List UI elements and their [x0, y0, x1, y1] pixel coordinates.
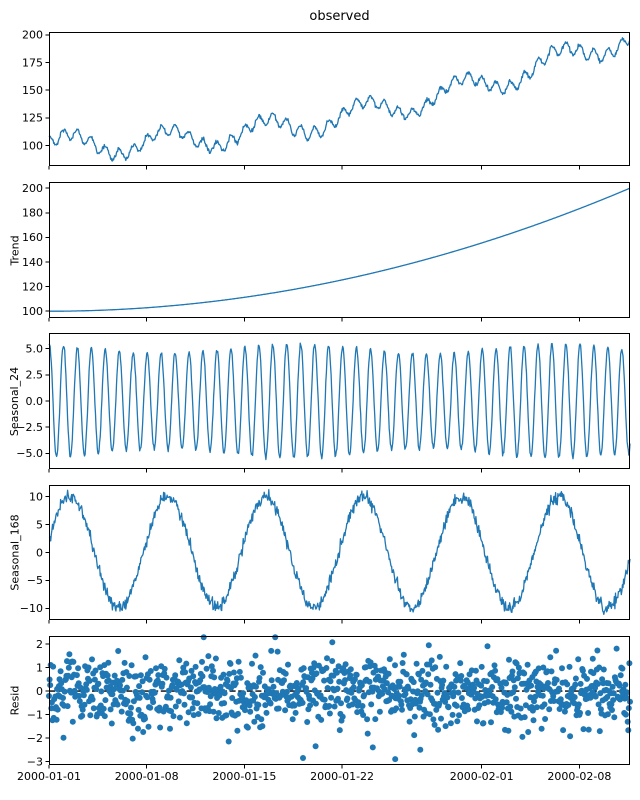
resid-ytick-label: −3 — [27, 755, 43, 768]
seasonal_24-series-line — [48, 342, 631, 461]
observed-ytick-label: 175 — [22, 56, 43, 69]
resid-outlier-point — [329, 639, 336, 646]
panel-resid: 2 1 0 −1 −2 −3 2000-01-01 2000-01-08 2000-01-15 2… — [17, 634, 633, 783]
trend-ytick-label: 200 — [22, 182, 43, 195]
xtick-label-date: 2000-01-22 — [310, 770, 374, 783]
resid-outlier-point — [300, 755, 306, 761]
observed-ytick-label: 100 — [22, 139, 43, 152]
observed-ytick-label: 200 — [22, 29, 43, 42]
resid-outlier-point — [369, 744, 376, 751]
resid-outlier-point — [417, 746, 424, 753]
trend-ytick-label: 180 — [22, 207, 43, 220]
resid-outlier-point — [312, 743, 319, 750]
seasonal_168-axes-spines — [49, 485, 630, 620]
panel-trend: 100 120 140 160 180 200 — [22, 182, 631, 322]
seasonal_24-ytick-label: 0.0 — [26, 395, 44, 408]
xtick-label-date: 2000-01-08 — [115, 770, 179, 783]
resid-ytick-label: 1 — [36, 662, 43, 675]
xtick-label-date: 2000-01-15 — [212, 770, 276, 783]
trend-ytick-label: 120 — [22, 280, 43, 293]
trend-ytick-label: 100 — [22, 305, 43, 318]
seasonal_168-ytick-label: 10 — [29, 491, 43, 504]
observed-ytick-label: 125 — [22, 112, 43, 125]
panel-observed: 100 125 150 175 200 — [22, 29, 631, 170]
seasonal_24-ytick-label: 5.0 — [26, 343, 44, 356]
seasonal_24-ytick-label: −2.5 — [16, 421, 43, 434]
trend-ytick-label: 160 — [22, 231, 43, 244]
resid-ytick-label: −1 — [27, 708, 43, 721]
seasonal_24-axes-spines — [49, 333, 630, 469]
resid-scatter — [46, 634, 633, 763]
seasonal_168-ytick-label: −5 — [27, 574, 43, 587]
trend-ytick-label: 140 — [22, 256, 43, 269]
resid-ytick-label: 0 — [36, 685, 43, 698]
seasonal_168-ytick-label: 5 — [36, 518, 43, 531]
observed-axes-spines — [49, 32, 630, 166]
panel-observed-title: observed — [309, 9, 370, 24]
resid-ytick-label: −2 — [27, 732, 43, 745]
xtick-label-date: 2000-02-01 — [450, 770, 514, 783]
seasonal_24-ytick-label: 2.5 — [26, 369, 44, 382]
observed-series-line — [48, 37, 631, 162]
panel-seasonal_168: 10 5 0 −5 −10 — [20, 485, 631, 624]
trend-axes-spines — [49, 182, 630, 318]
seasonal_168-ytick-label: −10 — [20, 602, 43, 615]
resid-ytick-label: 2 — [36, 638, 43, 651]
xtick-label-date: 2000-01-01 — [17, 770, 81, 783]
seasonal_168-series-line — [48, 489, 631, 616]
observed-ytick-label: 150 — [22, 84, 43, 97]
seasonal_24-ytick-label: −5.0 — [16, 447, 43, 460]
resid-axes-spines — [49, 636, 630, 765]
panel-seasonal_24: 5.0 2.5 0.0 −2.5 −5.0 — [16, 333, 631, 473]
resid-outlier-point — [392, 756, 399, 763]
trend-series-line — [48, 187, 631, 312]
xtick-label-date: 2000-02-08 — [547, 770, 611, 783]
seasonal_168-ytick-label: 0 — [36, 546, 43, 559]
